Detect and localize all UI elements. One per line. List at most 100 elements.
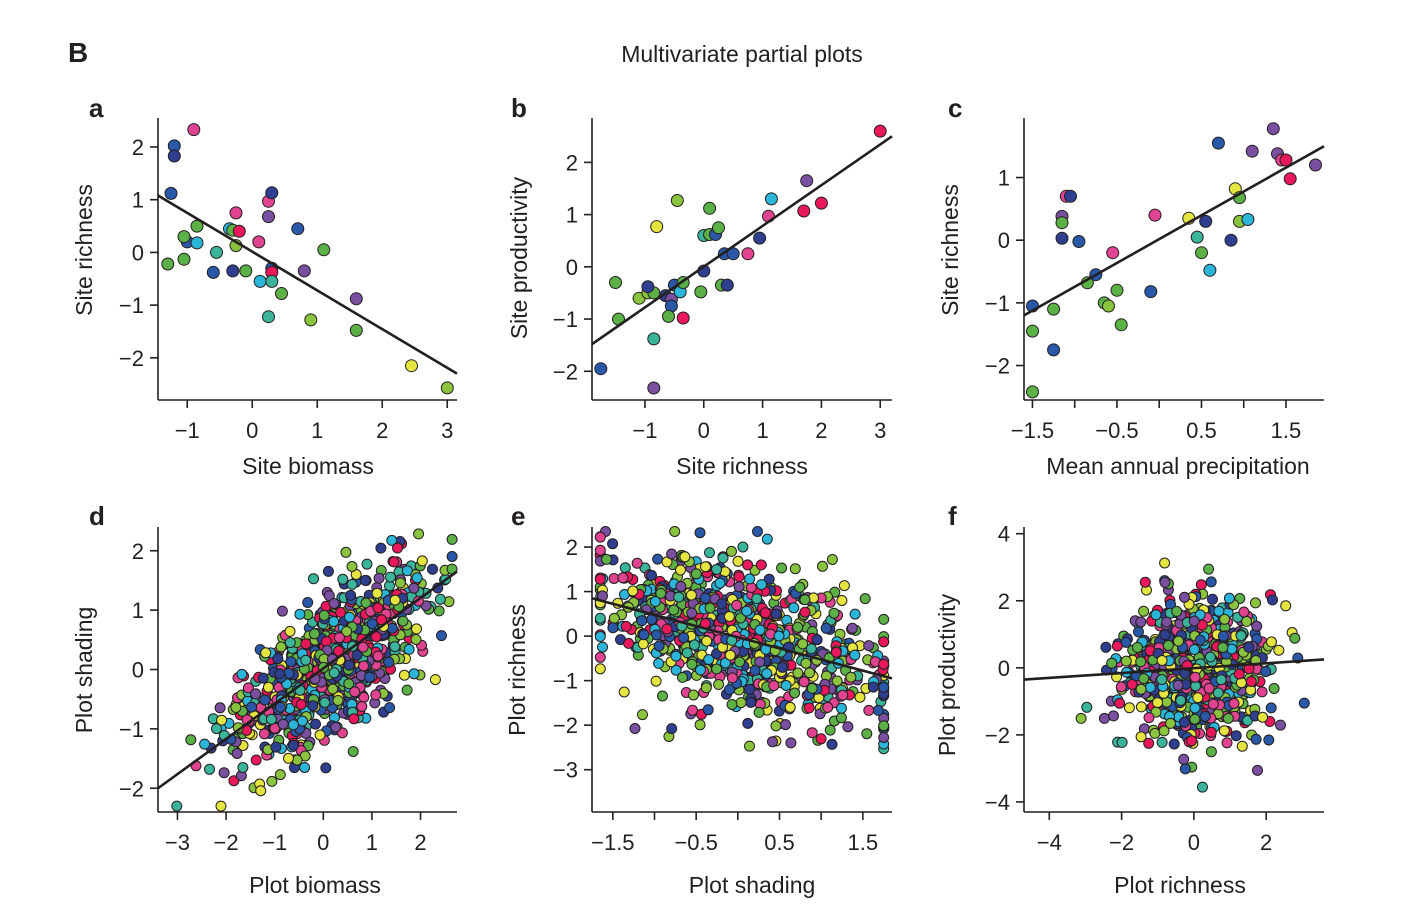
data-point bbox=[878, 636, 890, 648]
x-tick-label: 3 bbox=[441, 418, 453, 443]
data-point bbox=[218, 767, 230, 779]
x-tick-label: −4 bbox=[1037, 830, 1062, 855]
data-point bbox=[836, 702, 847, 714]
y-tick-label: −2 bbox=[119, 776, 144, 801]
data-point bbox=[723, 611, 735, 622]
data-point bbox=[262, 310, 275, 324]
x-tick-label: −2 bbox=[1109, 830, 1134, 855]
data-point bbox=[666, 548, 678, 560]
data-point bbox=[668, 604, 680, 616]
data-point bbox=[800, 657, 812, 669]
data-point bbox=[700, 561, 711, 573]
data-point bbox=[824, 724, 836, 736]
regression-line bbox=[157, 570, 458, 790]
data-point bbox=[717, 552, 729, 564]
data-point bbox=[1098, 712, 1110, 724]
data-point bbox=[1189, 671, 1201, 683]
data-point bbox=[842, 721, 854, 733]
data-point bbox=[236, 668, 248, 680]
data-point bbox=[768, 680, 780, 692]
data-point bbox=[767, 736, 778, 748]
data-point bbox=[1106, 246, 1120, 260]
data-point bbox=[712, 221, 725, 235]
data-point bbox=[1133, 626, 1144, 638]
data-point bbox=[662, 309, 675, 323]
data-point bbox=[1245, 676, 1257, 687]
data-point bbox=[257, 672, 269, 684]
data-point bbox=[744, 573, 756, 585]
data-point bbox=[806, 682, 818, 694]
data-point bbox=[670, 664, 682, 676]
y-tick-label: −4 bbox=[985, 790, 1010, 815]
data-point bbox=[296, 715, 308, 727]
data-point bbox=[676, 311, 690, 325]
data-point bbox=[1149, 727, 1161, 739]
data-point bbox=[637, 709, 648, 721]
data-point bbox=[726, 672, 738, 684]
data-point bbox=[601, 553, 612, 565]
data-point bbox=[1226, 643, 1238, 655]
data-point bbox=[287, 719, 299, 731]
data-point bbox=[231, 748, 243, 759]
data-point bbox=[364, 671, 376, 683]
data-point bbox=[250, 688, 262, 700]
data-point bbox=[798, 676, 810, 688]
plot-area-c: −1.5 −0.5 0.5 1.5 −2 −1 0 1 bbox=[985, 118, 1325, 443]
data-point bbox=[653, 640, 665, 652]
data-point bbox=[446, 533, 458, 545]
data-point bbox=[1245, 144, 1259, 158]
data-point bbox=[239, 264, 253, 278]
data-point bbox=[343, 678, 355, 690]
data-point bbox=[749, 664, 761, 676]
data-point bbox=[1298, 697, 1310, 709]
data-point bbox=[1197, 781, 1208, 793]
data-point bbox=[741, 605, 753, 617]
x-tick-label: 0 bbox=[698, 418, 710, 443]
data-point bbox=[1075, 712, 1087, 724]
data-point bbox=[732, 555, 744, 567]
data-point bbox=[831, 675, 843, 687]
data-point bbox=[649, 596, 661, 607]
data-point bbox=[1266, 122, 1280, 136]
data-point bbox=[300, 638, 312, 650]
data-point bbox=[711, 663, 723, 675]
data-point bbox=[436, 630, 447, 642]
data-point bbox=[1205, 726, 1217, 738]
data-point bbox=[789, 687, 801, 699]
data-point bbox=[1205, 576, 1217, 588]
y-tick-label: −1 bbox=[553, 307, 578, 332]
data-point bbox=[204, 763, 215, 775]
data-point bbox=[229, 206, 243, 220]
data-point bbox=[265, 274, 279, 288]
data-point bbox=[1219, 613, 1231, 625]
regression-line bbox=[591, 135, 893, 346]
x-tick-label: 0.5 bbox=[764, 830, 795, 855]
data-point bbox=[403, 643, 415, 655]
data-point bbox=[763, 573, 775, 585]
data-point bbox=[619, 562, 631, 574]
data-point bbox=[803, 702, 815, 714]
x-tick-label: −1 bbox=[175, 418, 200, 443]
data-point bbox=[731, 599, 743, 611]
data-point bbox=[328, 598, 340, 609]
data-point bbox=[185, 734, 197, 746]
data-point bbox=[1279, 153, 1293, 167]
data-point bbox=[366, 618, 378, 630]
panel-letter-b: b bbox=[511, 93, 527, 123]
data-point bbox=[780, 719, 791, 731]
data-point bbox=[1235, 630, 1247, 642]
data-point bbox=[872, 704, 884, 716]
data-point bbox=[214, 702, 226, 714]
data-point bbox=[631, 557, 643, 569]
data-point bbox=[724, 649, 736, 661]
data-point bbox=[700, 682, 712, 694]
y-tick-label: 2 bbox=[566, 150, 578, 175]
x-axis-label-a: Site biomass bbox=[242, 453, 374, 479]
data-point bbox=[335, 606, 347, 618]
data-point bbox=[878, 732, 890, 743]
data-point bbox=[307, 700, 319, 712]
data-point bbox=[719, 657, 731, 669]
data-point bbox=[677, 671, 688, 683]
data-point bbox=[274, 769, 286, 781]
data-point bbox=[343, 659, 355, 671]
